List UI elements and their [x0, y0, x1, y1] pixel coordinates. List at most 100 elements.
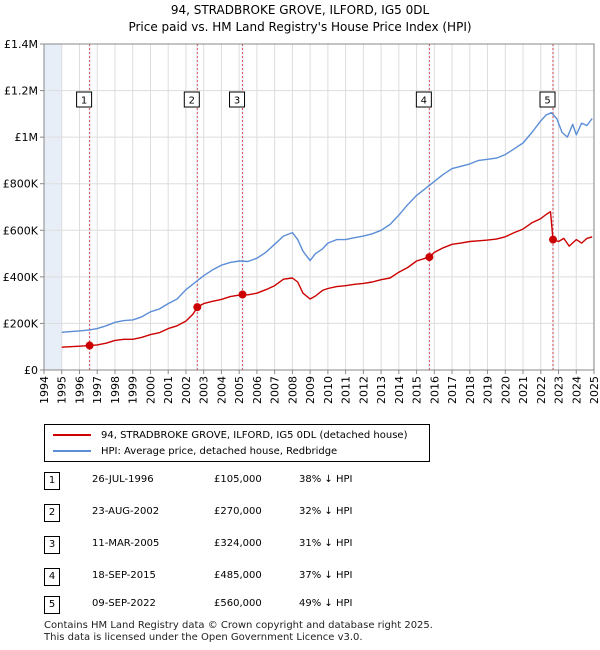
x-tick-label: 2005: [233, 376, 246, 404]
sale-row: 1 26-JUL-1996 £105,000 38% ↓ HPI: [44, 472, 444, 492]
y-tick-label: £400K: [3, 271, 39, 284]
legend-item-hpi: HPI: Average price, detached house, Redb…: [53, 444, 337, 460]
band-pre-1995: [44, 44, 62, 370]
sale-date: 11-MAR-2005: [92, 538, 160, 549]
legend: 94, STRADBROKE GROVE, ILFORD, IG5 0DL (d…: [44, 424, 430, 462]
x-tick-label: 2017: [446, 376, 459, 404]
x-tick-label: 2012: [357, 376, 370, 404]
y-tick-label: £0: [24, 364, 38, 377]
sale-band: [88, 44, 91, 370]
grid-lines: [43, 43, 595, 371]
x-tick-label: 2004: [215, 376, 228, 404]
x-tick-label: 2022: [535, 376, 548, 404]
property-price-line: [61, 210, 593, 348]
chart-title: 94, STRADBROKE GROVE, ILFORD, IG5 0DL Pr…: [0, 2, 600, 36]
x-tick-label: 1994: [38, 376, 51, 404]
x-tick-label: 2003: [198, 376, 211, 404]
footer-line-1: Contains HM Land Registry data © Crown c…: [44, 620, 433, 631]
sale-price: £324,000: [214, 538, 262, 549]
sale-price: £105,000: [214, 474, 262, 485]
y-tick-label: £200K: [3, 317, 39, 330]
sale-row: 2 23-AUG-2002 £270,000 32% ↓ HPI: [44, 504, 444, 524]
sale-hpi-diff: 49% ↓ HPI: [299, 598, 353, 609]
plot-frame: [43, 43, 595, 371]
sale-point: [425, 253, 434, 262]
sale-date: 23-AUG-2002: [92, 506, 160, 517]
x-tick-label: 2002: [180, 376, 193, 404]
sale-point: [549, 235, 558, 244]
sale-number-label: 2: [189, 96, 195, 107]
x-tick-label: 2014: [393, 376, 406, 404]
title-line-1: 94, STRADBROKE GROVE, ILFORD, IG5 0DL: [170, 3, 430, 17]
x-tick-label: 2009: [304, 376, 317, 404]
sale-hpi-diff: 37% ↓ HPI: [299, 570, 353, 581]
sale-date: 26-JUL-1996: [92, 474, 154, 485]
x-tick-label: 2023: [553, 376, 566, 404]
x-tick-label: 1996: [73, 376, 86, 404]
sale-point: [85, 341, 94, 350]
x-tick-label: 2016: [428, 376, 441, 404]
y-tick-label: £1M: [15, 131, 39, 144]
series-lines: [61, 111, 593, 348]
sale-number-label: 1: [81, 96, 87, 107]
footer-line-2: This data is licensed under the Open Gov…: [44, 632, 363, 643]
title-line-2: Price paid vs. HM Land Registry's House …: [128, 20, 472, 34]
sale-points: [85, 235, 558, 350]
legend-item-property: 94, STRADBROKE GROVE, ILFORD, IG5 0DL (d…: [53, 428, 408, 444]
sale-row: 5 09-SEP-2022 £560,000 49% ↓ HPI: [44, 596, 444, 616]
x-tick-label: 2019: [482, 376, 495, 404]
sale-hpi-diff: 38% ↓ HPI: [299, 474, 353, 485]
legend-swatch-property: [53, 434, 91, 436]
x-tick-label: 1998: [109, 376, 122, 404]
sale-price: £270,000: [214, 506, 262, 517]
sale-band: [241, 44, 244, 370]
y-tick-label: £800K: [3, 178, 39, 191]
sale-number-boxes: 1 2 3 4 5: [76, 91, 556, 108]
sale-band: [552, 44, 555, 370]
x-tick-label: 2007: [269, 376, 282, 404]
legend-swatch-hpi: [53, 450, 91, 452]
sale-date: 09-SEP-2022: [92, 598, 156, 609]
y-axis-ticks: £0 £200K £400K £600K £800K £1M £1.2M £1.4M: [3, 38, 44, 377]
x-tick-label: 2011: [340, 376, 353, 404]
x-tick-label: 1999: [127, 376, 140, 404]
sale-number: 1: [44, 472, 60, 490]
sale-number: 5: [44, 596, 60, 614]
y-tick-label: £600K: [3, 224, 39, 237]
x-tick-label: 2020: [499, 376, 512, 404]
sale-hpi-diff: 31% ↓ HPI: [299, 538, 353, 549]
sale-number-label: 4: [421, 96, 427, 107]
sale-number-box: [229, 91, 246, 108]
sale-price: £560,000: [214, 598, 262, 609]
sale-vlines: [89, 44, 554, 370]
hpi-line: [61, 111, 593, 333]
x-tick-label: 2024: [570, 376, 583, 404]
sale-row: 3 11-MAR-2005 £324,000 31% ↓ HPI: [44, 536, 444, 556]
price-chart: 1 2 3 4 5 £0 £200K £400K £600K £800K £1M £1.2M £1.4…: [3, 38, 600, 404]
sale-date: 18-SEP-2015: [92, 570, 156, 581]
sale-band: [196, 44, 199, 370]
sale-band: [428, 44, 431, 370]
x-tick-label: 2015: [411, 376, 424, 404]
sale-point: [193, 303, 202, 312]
x-tick-label: 2025: [588, 376, 600, 404]
x-axis-ticks: 1994 1995 1996 1997 1998 1999 2000 2001 2002 2003…: [38, 370, 600, 404]
sale-number-box: [539, 91, 556, 108]
y-tick-label: £1.2M: [4, 85, 38, 98]
sale-point: [238, 290, 247, 299]
sale-number: 4: [44, 568, 60, 586]
sale-number: 3: [44, 536, 60, 554]
y-tick-label: £1.4M: [4, 38, 38, 51]
legend-label-property: 94, STRADBROKE GROVE, ILFORD, IG5 0DL (d…: [101, 430, 408, 441]
x-tick-label: 2000: [144, 376, 157, 404]
x-tick-label: 2013: [375, 376, 388, 404]
sale-price: £485,000: [214, 570, 262, 581]
sale-hpi-diff: 32% ↓ HPI: [299, 506, 353, 517]
legend-label-hpi: HPI: Average price, detached house, Redb…: [101, 446, 338, 457]
x-tick-label: 2010: [322, 376, 335, 404]
sale-number-box: [76, 91, 93, 108]
x-tick-label: 2018: [464, 376, 477, 404]
sale-number-label: 3: [234, 96, 240, 107]
x-tick-label: 1997: [91, 376, 104, 404]
x-tick-label: 2008: [286, 376, 299, 404]
